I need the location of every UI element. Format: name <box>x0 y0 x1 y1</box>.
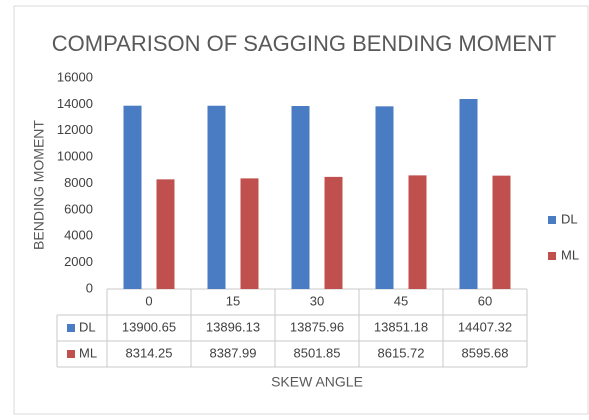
chart-title: COMPARISON OF SAGGING BENDING MOMENT <box>52 31 556 56</box>
bar <box>291 106 310 290</box>
table-value: 8387.99 <box>210 345 257 360</box>
bar <box>459 99 478 289</box>
bar <box>492 175 511 289</box>
bar <box>324 176 343 289</box>
x-tick-label: 60 <box>478 293 492 308</box>
table-value: 13851.18 <box>374 319 428 334</box>
bar <box>240 178 259 289</box>
table-value: 8615.72 <box>378 345 425 360</box>
y-tick-label: 4000 <box>64 228 93 243</box>
x-axis-title: SKEW ANGLE <box>271 374 363 390</box>
y-tick-label: 6000 <box>64 201 93 216</box>
y-tick-label: 12000 <box>57 122 93 137</box>
table-series-name: DL <box>79 319 96 334</box>
table-legend-key <box>67 324 75 332</box>
table-value: 13875.96 <box>290 319 344 334</box>
y-tick-label: 2000 <box>64 254 93 269</box>
y-tick-label: 0 <box>86 280 93 295</box>
table-value: 13896.13 <box>206 319 260 334</box>
x-tick-label: 0 <box>145 293 152 308</box>
table-series-name: ML <box>79 345 97 360</box>
table-value: 8595.68 <box>462 345 509 360</box>
bar <box>408 175 427 289</box>
table-value: 14407.32 <box>458 319 512 334</box>
x-tick-label: 45 <box>394 293 408 308</box>
y-tick-label: 16000 <box>57 69 93 84</box>
y-tick-label: 14000 <box>57 96 93 111</box>
bar <box>375 106 394 290</box>
table-value: 13900.65 <box>122 319 176 334</box>
legend-key <box>548 252 556 260</box>
bar <box>123 105 142 289</box>
bar <box>156 179 175 289</box>
table-value: 8501.85 <box>294 345 341 360</box>
y-tick-label: 8000 <box>64 175 93 190</box>
legend-label: ML <box>561 247 579 262</box>
legend-label: DL <box>561 211 578 226</box>
legend-key <box>548 216 556 224</box>
x-tick-label: 30 <box>310 293 324 308</box>
x-tick-label: 15 <box>226 293 240 308</box>
table-legend-key <box>67 350 75 358</box>
table-value: 8314.25 <box>126 345 173 360</box>
y-axis-title: BENDING MOMENT <box>31 120 47 250</box>
y-tick-label: 10000 <box>57 149 93 164</box>
bar <box>207 105 226 290</box>
